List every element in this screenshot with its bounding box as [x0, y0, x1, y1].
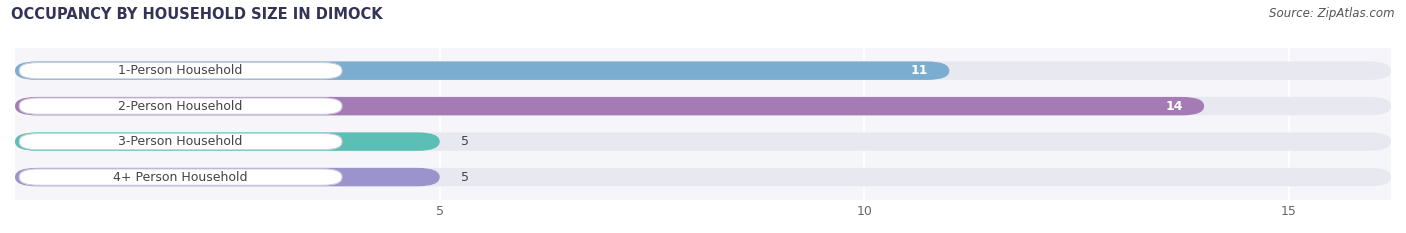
- Text: 14: 14: [1166, 100, 1182, 113]
- Text: Source: ZipAtlas.com: Source: ZipAtlas.com: [1270, 7, 1395, 20]
- FancyBboxPatch shape: [20, 169, 342, 185]
- FancyBboxPatch shape: [20, 62, 342, 79]
- FancyBboxPatch shape: [20, 98, 342, 114]
- FancyBboxPatch shape: [15, 97, 1204, 115]
- FancyBboxPatch shape: [15, 168, 440, 186]
- FancyBboxPatch shape: [15, 62, 1391, 80]
- FancyBboxPatch shape: [15, 97, 1391, 115]
- Text: 3-Person Household: 3-Person Household: [118, 135, 243, 148]
- FancyBboxPatch shape: [15, 168, 1391, 186]
- Text: 2-Person Household: 2-Person Household: [118, 100, 243, 113]
- Text: 1-Person Household: 1-Person Household: [118, 64, 243, 77]
- Text: 4+ Person Household: 4+ Person Household: [114, 171, 247, 184]
- FancyBboxPatch shape: [15, 132, 440, 151]
- Text: 5: 5: [461, 135, 470, 148]
- FancyBboxPatch shape: [15, 62, 949, 80]
- Text: 11: 11: [911, 64, 928, 77]
- FancyBboxPatch shape: [20, 134, 342, 150]
- FancyBboxPatch shape: [15, 132, 1391, 151]
- Text: OCCUPANCY BY HOUSEHOLD SIZE IN DIMOCK: OCCUPANCY BY HOUSEHOLD SIZE IN DIMOCK: [11, 7, 382, 22]
- Text: 5: 5: [461, 171, 470, 184]
